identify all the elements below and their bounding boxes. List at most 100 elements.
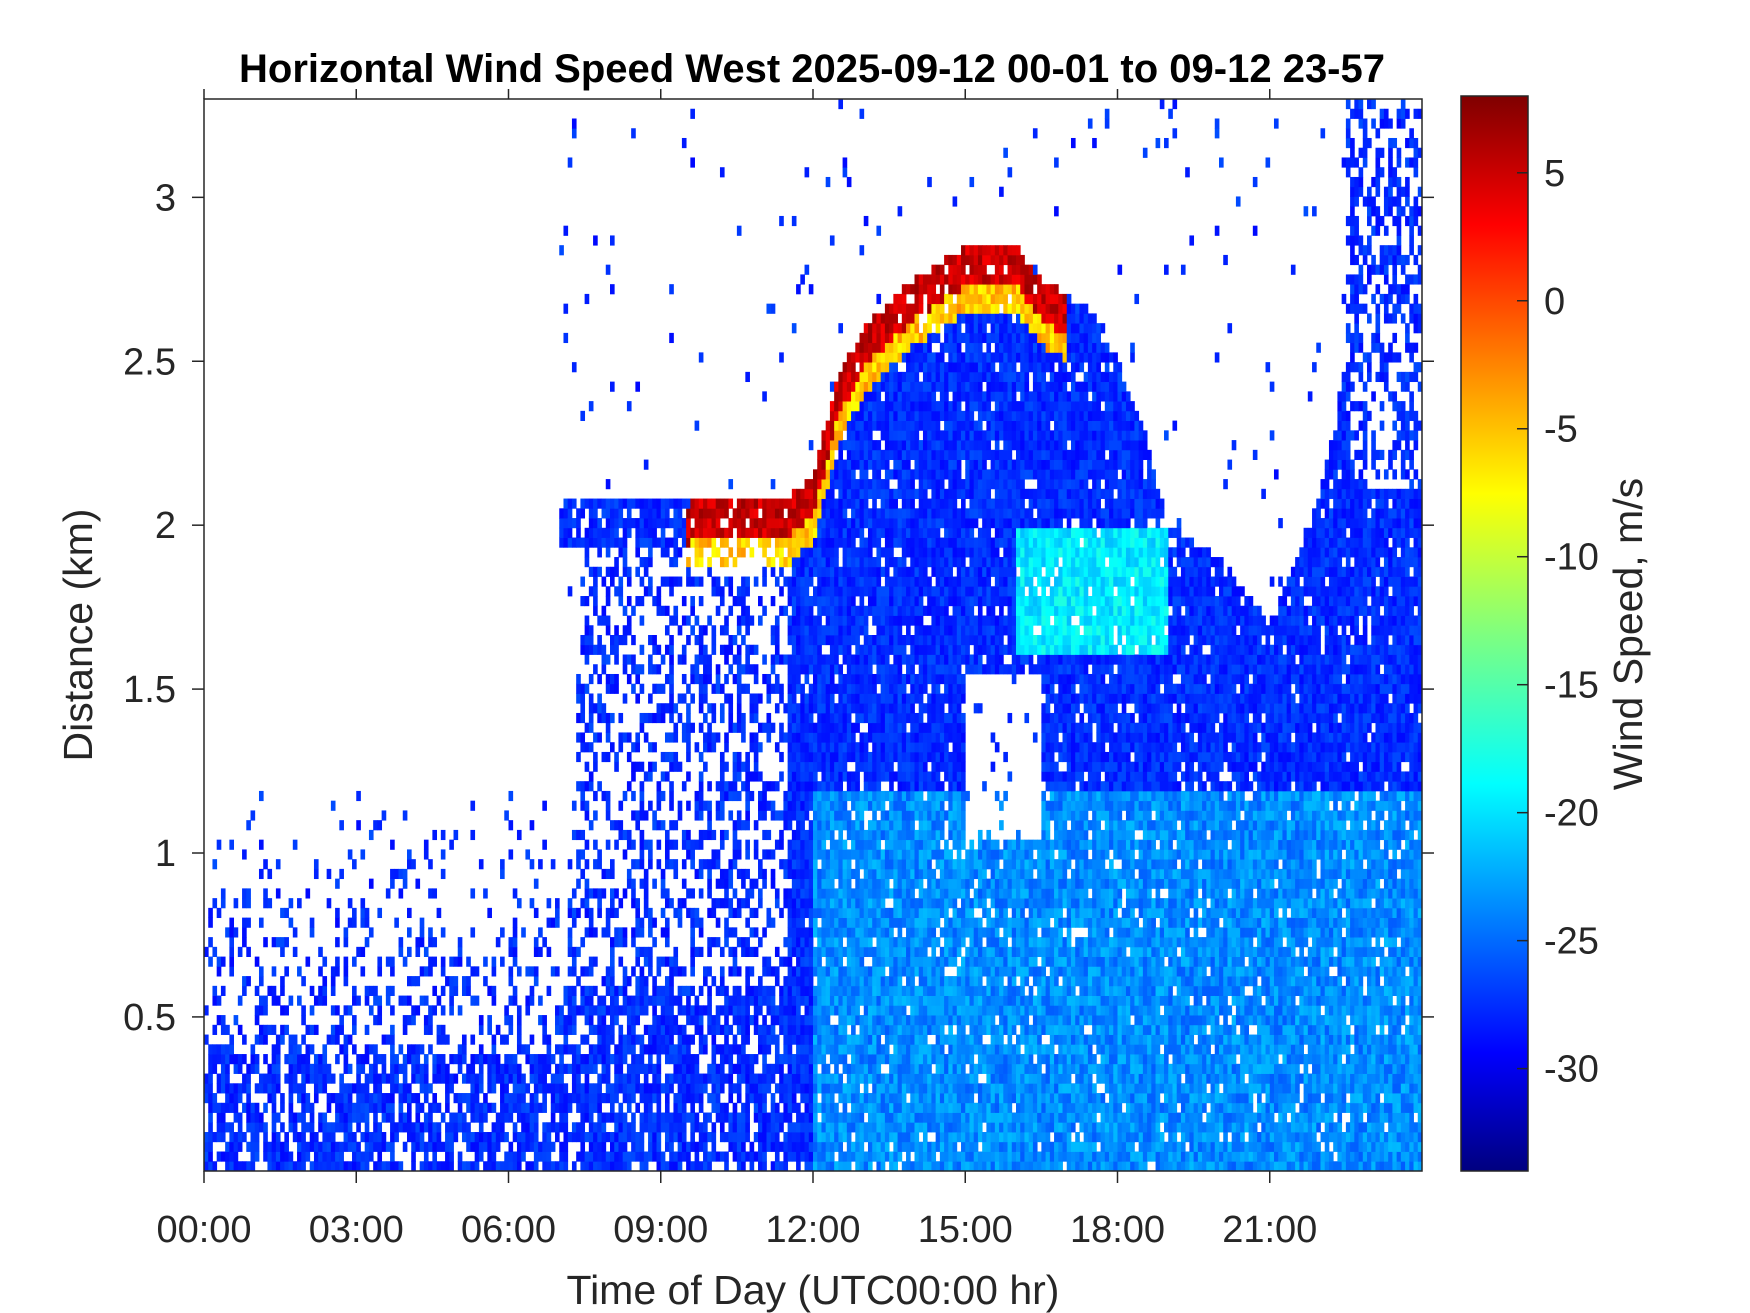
heatmap-cell [327,1074,332,1084]
heatmap-cell [657,538,662,548]
heatmap-cell [881,528,886,538]
heatmap-cell [847,791,852,801]
heatmap-cell [322,1064,327,1074]
heatmap-cell [809,996,814,1006]
heatmap-cell [644,1064,649,1074]
heatmap-cell [576,1064,581,1074]
heatmap-cell [771,596,776,606]
heatmap-cell [310,1142,315,1152]
heatmap-cell [377,1054,382,1064]
heatmap-cell [276,1142,281,1152]
heatmap-cell [745,625,750,635]
heatmap-cell [352,1015,357,1025]
heatmap-cell [627,830,632,840]
heatmap-cell [331,1142,336,1152]
heatmap-cell [876,820,881,830]
heatmap-cell [855,879,860,889]
heatmap-cell [733,1113,738,1123]
heatmap-cell [568,1044,573,1054]
heatmap-cell [669,957,674,967]
heatmap-cell [509,996,514,1006]
heatmap-cell [238,947,243,957]
heatmap-cell [610,284,615,294]
heatmap-cell [712,1142,717,1152]
heatmap-cell [851,421,856,431]
heatmap-cell [821,499,826,509]
heatmap-cell [551,1093,556,1103]
heatmap-cell [817,927,822,937]
heatmap-cell [868,801,873,811]
heatmap-cell [424,1083,429,1093]
heatmap-cell [779,1005,784,1015]
heatmap-cell [733,996,738,1006]
heatmap-cell [843,557,848,567]
heatmap-cell [593,732,598,742]
heatmap-cell [809,1015,814,1025]
heatmap-cell [428,1132,433,1142]
heatmap-cell [530,1132,535,1142]
heatmap-cell [737,547,742,557]
heatmap-cell [728,606,733,616]
heatmap-cell [437,1142,442,1152]
heatmap-cell [509,1074,514,1084]
heatmap-cell [589,888,594,898]
heatmap-cell [876,586,881,596]
heatmap-cell [817,654,822,664]
heatmap-cell [766,918,771,928]
heatmap-cell [851,1064,856,1074]
heatmap-cell [796,518,801,528]
heatmap-cell [580,937,585,947]
heatmap-cell [640,508,645,518]
heatmap-cell [695,654,700,664]
heatmap-cell [623,693,628,703]
heatmap-cell [813,508,818,518]
heatmap-cell [834,411,839,421]
heatmap-cell [686,723,691,733]
heatmap-cell [644,1025,649,1035]
heatmap-cell [813,518,818,528]
heatmap-cell [403,1064,408,1074]
heatmap-cell [834,547,839,557]
heatmap-cell [610,1025,615,1035]
heatmap-cell [559,1044,564,1054]
heatmap-cell [864,703,869,713]
heatmap-cell [602,664,607,674]
heatmap-cell [695,499,700,509]
heatmap-cell [851,440,856,450]
heatmap-cell [813,1005,818,1015]
heatmap-cell [525,1044,530,1054]
heatmap-cell [263,859,268,869]
heatmap-cell [733,947,738,957]
heatmap-cell [860,577,865,587]
heatmap-cell [885,849,890,859]
heatmap-cell [695,1113,700,1123]
heatmap-cell [766,1142,771,1152]
heatmap-cell [614,508,619,518]
heatmap-cell [855,781,860,791]
heatmap-cell [712,635,717,645]
heatmap-cell [576,752,581,762]
heatmap-cell [208,1142,213,1152]
heatmap-cell [796,547,801,557]
heatmap-cell [238,1025,243,1035]
heatmap-cell [800,567,805,577]
heatmap-cell [860,528,865,538]
heatmap-cell [800,625,805,635]
heatmap-cell [885,703,890,713]
heatmap-cell [868,1142,873,1152]
heatmap-cell [606,1161,611,1171]
heatmap-cell [792,1054,797,1064]
heatmap-cell [860,1093,865,1103]
heatmap-cell [851,557,856,567]
heatmap-cell [788,810,793,820]
heatmap-cell [289,996,294,1006]
heatmap-cell [796,1005,801,1015]
heatmap-cell [627,528,632,538]
heatmap-cell [618,801,623,811]
heatmap-cell [652,684,657,694]
heatmap-cell [695,996,700,1006]
heatmap-cell [690,606,695,616]
heatmap-cell [754,713,759,723]
heatmap-cell [504,1054,509,1064]
heatmap-cell [843,528,848,538]
